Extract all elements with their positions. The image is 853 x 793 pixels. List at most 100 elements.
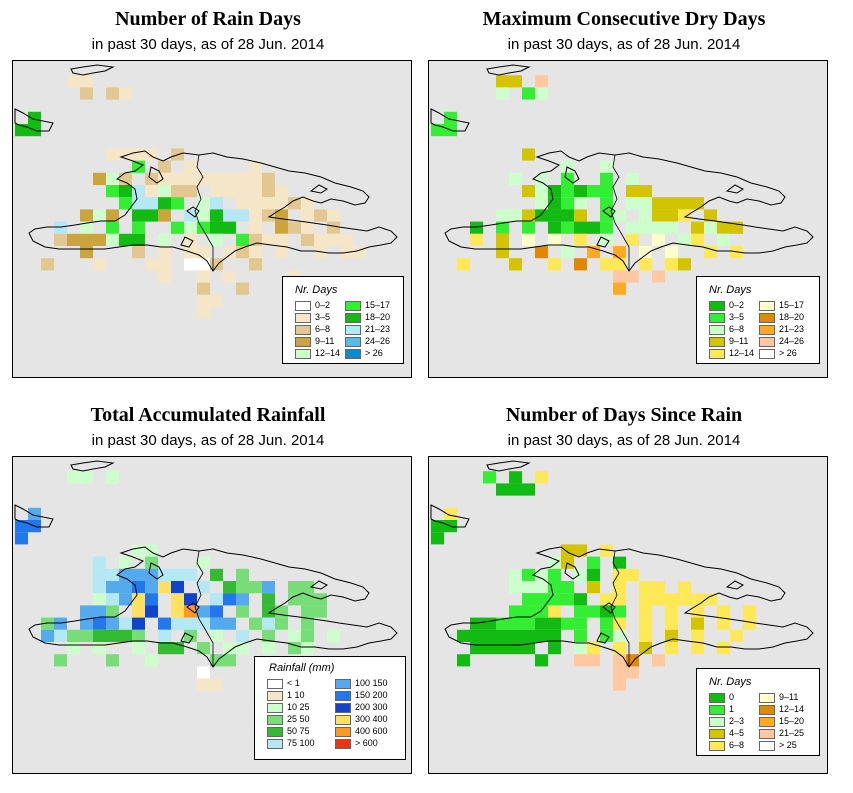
legend-item: > 600: [335, 738, 395, 749]
grid-cell: [639, 209, 652, 222]
grid-cell: [236, 172, 249, 185]
legend-label: 100 150: [355, 678, 388, 688]
grid-cell: [626, 568, 639, 581]
legend-title: Rainfall (mm): [269, 662, 335, 674]
legend-swatch: [759, 693, 775, 703]
legend-label: 400 600: [355, 726, 388, 736]
grid-cell: [327, 209, 340, 222]
legend-swatch: [335, 679, 351, 689]
grid-cell: [158, 581, 171, 594]
coastline: [430, 504, 470, 528]
grid-cell: [535, 593, 548, 606]
grid-cell: [470, 221, 483, 234]
grid-cell: [106, 148, 119, 161]
grid-cell: [249, 246, 262, 259]
grid-cell: [15, 532, 28, 545]
grid-cell: [197, 642, 210, 655]
grid-cell: [548, 233, 561, 246]
grid-cell: [639, 246, 652, 259]
grid-cell: [80, 617, 93, 630]
grid-cell: [522, 617, 535, 630]
grid-cell: [665, 617, 678, 630]
legend-label: 6–8: [729, 324, 745, 334]
legend-swatch: [709, 705, 725, 715]
grid-cell: [132, 568, 145, 581]
grid-cell: [665, 221, 678, 234]
grid-cell: [457, 629, 470, 642]
grid-cell: [613, 629, 626, 642]
legend-swatch: [759, 337, 775, 347]
grid-cell: [600, 617, 613, 630]
grid-cell: [327, 221, 340, 234]
grid-cell: [184, 221, 197, 234]
grid-cell: [574, 209, 587, 222]
grid-cell: [509, 617, 522, 630]
grid-cell: [249, 172, 262, 185]
grid-cell: [80, 605, 93, 618]
legend-swatch: [345, 337, 361, 347]
legend-item: 4–5: [709, 728, 769, 739]
coastline: [596, 632, 610, 644]
grid-cell: [587, 568, 600, 581]
grid-cell: [171, 185, 184, 198]
grid-cell: [600, 160, 613, 173]
legend-swatch: [295, 325, 311, 335]
legend: Rainfall (mm) < 1 1 10 10 25 25 50 50 75 75 1…: [254, 656, 406, 760]
legend-item: > 26: [345, 348, 405, 359]
grid-cell: [54, 221, 67, 234]
grid-cell: [639, 629, 652, 642]
grid-cell: [561, 185, 574, 198]
legend-label: 75 100: [287, 738, 315, 748]
grid-cell: [236, 282, 249, 295]
grid-cell: [652, 581, 665, 594]
grid-cell: [288, 593, 301, 606]
grid-cell: [574, 221, 587, 234]
grid-cell: [431, 124, 444, 137]
grid-cell: [639, 605, 652, 618]
grid-cell: [184, 258, 197, 271]
coastline: [186, 602, 200, 614]
grid-cell: [665, 246, 678, 259]
legend-swatch: [267, 703, 283, 713]
country-border: [194, 154, 214, 271]
grid-cell: [548, 593, 561, 606]
grid-cell: [496, 209, 509, 222]
grid-cell: [184, 593, 197, 606]
grid-cell: [80, 233, 93, 246]
grid-cell: [509, 209, 522, 222]
grid-cell: [184, 209, 197, 222]
grid-cell: [106, 209, 119, 222]
grid-cell: [574, 544, 587, 557]
grid-cell: [197, 666, 210, 679]
grid-cell: [535, 471, 548, 484]
coastline: [486, 64, 531, 76]
grid-cell: [158, 568, 171, 581]
legend-label: 15–17: [779, 300, 805, 310]
grid-cell: [301, 233, 314, 246]
map-svg: [14, 64, 398, 320]
grid-cell: [158, 233, 171, 246]
legend-swatch: [335, 727, 351, 737]
legend-swatch: [709, 741, 725, 751]
coastline: [309, 580, 328, 590]
grid-cell: [535, 209, 548, 222]
legend-swatch: [295, 349, 311, 359]
grid-cell: [236, 629, 249, 642]
grid-cell: [210, 617, 223, 630]
grid-cell: [119, 629, 132, 642]
coastline: [28, 150, 398, 272]
grid-cell: [106, 87, 119, 100]
grid-cell: [236, 605, 249, 618]
grid-cell: [587, 556, 600, 569]
grid-cell: [483, 617, 496, 630]
grid-cell: [587, 581, 600, 594]
grid-cell: [548, 197, 561, 210]
grid-cell: [522, 581, 535, 594]
panel-rainfall: Total Accumulated Rainfall in past 30 da…: [0, 396, 416, 792]
legend-label: 0: [729, 692, 735, 702]
legend-label: 15–17: [365, 300, 391, 310]
grid-cell: [639, 593, 652, 606]
grid-cell: [548, 605, 561, 618]
grid-cell: [561, 221, 574, 234]
grid-cell: [522, 148, 535, 161]
